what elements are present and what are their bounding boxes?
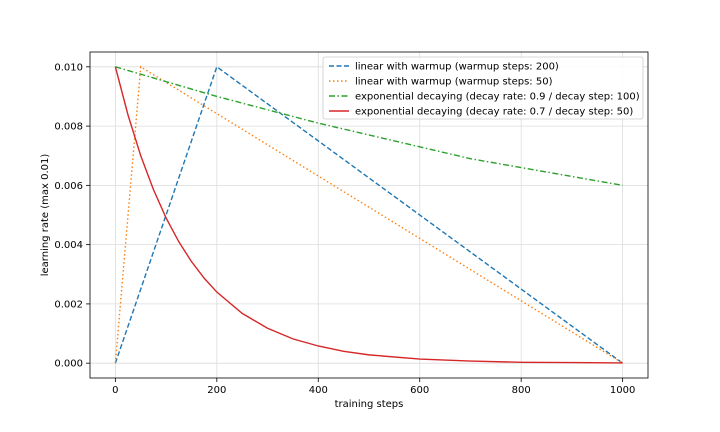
x-tick-label: 1000 (610, 385, 635, 396)
x-axis-ticks: 0 200 400 600 800 1000 (112, 378, 635, 396)
legend: linear with warmup (warmup steps: 200) li… (322, 56, 644, 120)
x-tick-label: 800 (512, 385, 531, 396)
series-line-2 (114, 65, 624, 364)
y-tick-label: 0.004 (54, 240, 83, 251)
x-tick-label: 0 (112, 385, 118, 396)
y-tick-label: 0.006 (54, 181, 83, 192)
y-tick-label: 0.002 (54, 299, 83, 310)
series-line-3 (115, 66, 623, 187)
legend-label-2: linear with warmup (warmup steps: 50) (355, 77, 553, 88)
series-line-4 (114, 66, 623, 364)
legend-label-3: exponential decaying (decay rate: 0.9 / … (355, 92, 640, 103)
x-axis-label: training steps (335, 399, 404, 410)
x-tick-label: 600 (410, 385, 429, 396)
x-tick-label: 200 (207, 385, 226, 396)
series-line-1 (114, 65, 624, 364)
legend-label-4: exponential decaying (decay rate: 0.7 / … (355, 107, 633, 118)
y-tick-label: 0.008 (54, 122, 83, 133)
legend-box (322, 56, 644, 120)
y-tick-label: 0.000 (54, 359, 83, 370)
y-axis-ticks: 0.000 0.002 0.004 0.006 0.008 0.010 (54, 62, 90, 370)
series-layer (114, 65, 624, 364)
y-axis-label: learning rate (max 0.01) (40, 154, 51, 277)
plot-frame (89, 51, 649, 379)
y-tick-label: 0.010 (54, 62, 83, 73)
legend-label-1: linear with warmup (warmup steps: 200) (355, 62, 559, 73)
x-tick-label: 400 (309, 385, 328, 396)
